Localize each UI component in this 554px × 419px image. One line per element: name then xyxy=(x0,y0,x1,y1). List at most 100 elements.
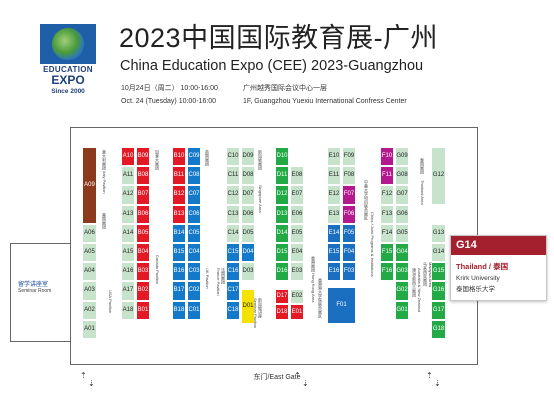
zone-label: 加拿大展团 xyxy=(155,150,160,170)
booth-f04: F04 xyxy=(342,243,356,263)
booth-d13: D13 xyxy=(275,204,289,224)
booth-e05: E05 xyxy=(290,223,304,243)
booth-e06: E06 xyxy=(290,204,304,224)
booth-a10: A10 xyxy=(121,147,135,167)
booth-e14: E14 xyxy=(327,223,341,243)
booth-c02: C02 xyxy=(187,281,201,301)
booth-g12: G12 xyxy=(431,147,446,205)
globe-icon xyxy=(52,28,84,60)
callout-country: Thailand / 泰国 xyxy=(456,262,509,271)
logo-text-expo: EXPO xyxy=(51,73,85,87)
booth-g07: G07 xyxy=(395,185,409,205)
booth-a16: A16 xyxy=(121,262,135,282)
booth-d10: D10 xyxy=(275,147,289,167)
booth-d11: D11 xyxy=(275,166,289,186)
booth-f03: F03 xyxy=(342,262,356,282)
zone-label: Malaysia Area xyxy=(428,262,433,288)
booth-g06: G06 xyxy=(395,204,409,224)
booth-e02: E02 xyxy=(290,289,304,305)
booth-e03: E03 xyxy=(290,262,304,282)
booth-c03: C03 xyxy=(187,262,201,282)
booth-f08: F08 xyxy=(342,166,356,186)
booth-e10: E10 xyxy=(327,147,341,167)
booth-a04: A04 xyxy=(82,262,97,282)
booth-d09: D09 xyxy=(241,147,255,167)
booth-b17: B17 xyxy=(172,281,186,301)
entrance-arrow-icon: ⇡ xyxy=(80,371,87,380)
booth-e07: E07 xyxy=(290,185,304,205)
booth-d04: D04 xyxy=(241,243,255,263)
booth-b08: B08 xyxy=(136,166,150,186)
zone-label: 泰国展团 xyxy=(420,158,425,174)
entrance-arrow-icon: ⇡ xyxy=(426,371,433,380)
booth-c05: C05 xyxy=(187,223,201,243)
booth-b10: B10 xyxy=(172,147,186,167)
event-date-en: Oct. 24 (Tuesday) 10:00-16:00 xyxy=(121,98,217,105)
booth-c04: C04 xyxy=(187,243,201,263)
booth-a15: A15 xyxy=(121,243,135,263)
booth-f07: F07 xyxy=(342,185,356,205)
zone-label: 新加坡展团 xyxy=(258,150,263,170)
booth-g01: G01 xyxy=(395,300,409,320)
booth-a03: A03 xyxy=(82,281,97,301)
booth-b15: B15 xyxy=(172,243,186,263)
zone-label: 香港港大学院联合展区 xyxy=(318,278,323,318)
booth-a13: A13 xyxy=(121,204,135,224)
booth-b07: B07 xyxy=(136,185,150,205)
booth-e15: E15 xyxy=(327,243,341,263)
zone-label: 意大利展团 Italy Pavilion xyxy=(102,150,107,194)
booth-b12: B12 xyxy=(172,185,186,205)
booth-f09: F09 xyxy=(342,147,356,167)
callout-booth-id: G14 xyxy=(451,236,546,255)
booth-a06: A06 xyxy=(82,223,97,243)
booth-c12: C12 xyxy=(226,185,240,205)
booth-c18: C18 xyxy=(226,300,240,320)
zone-label: 英国展团 xyxy=(205,150,210,166)
booth-g18: G18 xyxy=(431,319,446,339)
booth-d08: D08 xyxy=(241,166,255,186)
zone-label: Australia & New Zealand xyxy=(417,268,422,313)
booth-g09: G09 xyxy=(395,147,409,167)
booth-e08: E08 xyxy=(290,166,304,186)
booth-d05: D05 xyxy=(241,223,255,243)
zone-label: China / Joint Programs & Institutions xyxy=(370,212,375,277)
zone-label: 香港展团 Hong Kong Area xyxy=(311,256,316,303)
booth-g16: G16 xyxy=(431,281,446,301)
booth-g13: G13 xyxy=(431,223,446,243)
booth-d03: D03 xyxy=(241,262,255,282)
booth-d06: D06 xyxy=(241,204,255,224)
booth-a14: A14 xyxy=(121,223,135,243)
zone-label: Seminar Pavilion xyxy=(253,298,258,329)
zone-label: USA Pavilion xyxy=(108,290,113,314)
event-venue-cn: 广州越秀国际会议中心一层 xyxy=(243,85,327,92)
zone-label: 法国展团 xyxy=(221,268,226,284)
booth-d15: D15 xyxy=(275,243,289,263)
booth-a09: A09 xyxy=(82,147,97,224)
booth-f13: F13 xyxy=(380,204,394,224)
booth-g14: G14 xyxy=(431,243,446,263)
east-gate-label: 东门/East Gate xyxy=(253,374,301,381)
booth-callout: G14 Thailand / 泰国 Krirk University 泰国格乐大… xyxy=(450,235,547,301)
booth-c11: C11 xyxy=(226,166,240,186)
booth-d18: D18 xyxy=(275,304,289,320)
booth-a17: A17 xyxy=(121,281,135,301)
booth-d12: D12 xyxy=(275,185,289,205)
booth-c16: C16 xyxy=(226,262,240,282)
booth-c14: C14 xyxy=(226,223,240,243)
booth-b11: B11 xyxy=(172,166,186,186)
page-title-cn: 2023中国国际教育展-广州 xyxy=(119,23,439,53)
booth-g03: G03 xyxy=(395,262,409,282)
booth-f15: F15 xyxy=(380,243,394,263)
entrance-arrow-icon: ⇣ xyxy=(302,379,309,388)
zone-label: 中美大学项目联合展区 xyxy=(364,180,369,220)
zone-label: 新加坡讲座 xyxy=(258,298,263,318)
event-venue-en: 1F, Guangzhou Yuexiu International Confr… xyxy=(243,98,407,105)
zone-label: 美国展团 xyxy=(102,213,107,229)
zone-label: 马来西亚展团 xyxy=(423,262,428,286)
booth-f11: F11 xyxy=(380,166,394,186)
booth-c13: C13 xyxy=(226,204,240,224)
entrance-arrow-icon: ⇡ xyxy=(294,371,301,380)
booth-g05: G05 xyxy=(395,223,409,243)
booth-b18: B18 xyxy=(172,300,186,320)
booth-e04: E04 xyxy=(290,243,304,263)
